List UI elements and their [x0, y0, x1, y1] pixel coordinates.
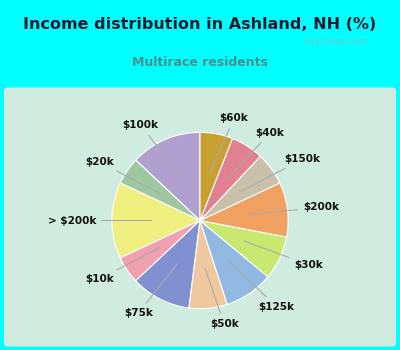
Wedge shape [120, 160, 200, 220]
Text: $125k: $125k [228, 260, 294, 312]
Wedge shape [112, 183, 200, 258]
Text: Multirace residents: Multirace residents [132, 56, 268, 70]
Text: $10k: $10k [85, 247, 160, 284]
Wedge shape [200, 220, 268, 304]
Wedge shape [200, 220, 286, 277]
Wedge shape [200, 156, 280, 220]
Text: $150k: $150k [240, 154, 320, 192]
Text: $20k: $20k [85, 157, 160, 194]
Text: $100k: $100k [123, 120, 180, 176]
Text: > $200k: > $200k [48, 216, 151, 225]
Text: $50k: $50k [205, 269, 238, 329]
Text: $40k: $40k [226, 128, 285, 180]
FancyBboxPatch shape [4, 88, 396, 346]
Text: $75k: $75k [124, 264, 178, 318]
Text: $60k: $60k [210, 113, 248, 173]
Wedge shape [200, 132, 232, 220]
Wedge shape [200, 139, 260, 220]
Wedge shape [136, 220, 200, 308]
Text: Income distribution in Ashland, NH (%): Income distribution in Ashland, NH (%) [23, 17, 377, 32]
Text: $200k: $200k [248, 202, 339, 215]
Text: City-Data.com: City-Data.com [304, 37, 368, 47]
Wedge shape [136, 132, 200, 220]
Text: $30k: $30k [244, 241, 323, 270]
Wedge shape [200, 183, 288, 237]
Wedge shape [189, 220, 227, 309]
Wedge shape [120, 220, 200, 281]
